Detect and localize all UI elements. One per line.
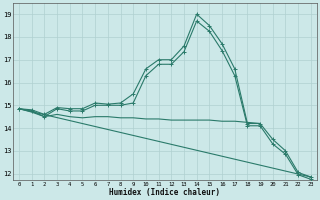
X-axis label: Humidex (Indice chaleur): Humidex (Indice chaleur) (109, 188, 220, 197)
